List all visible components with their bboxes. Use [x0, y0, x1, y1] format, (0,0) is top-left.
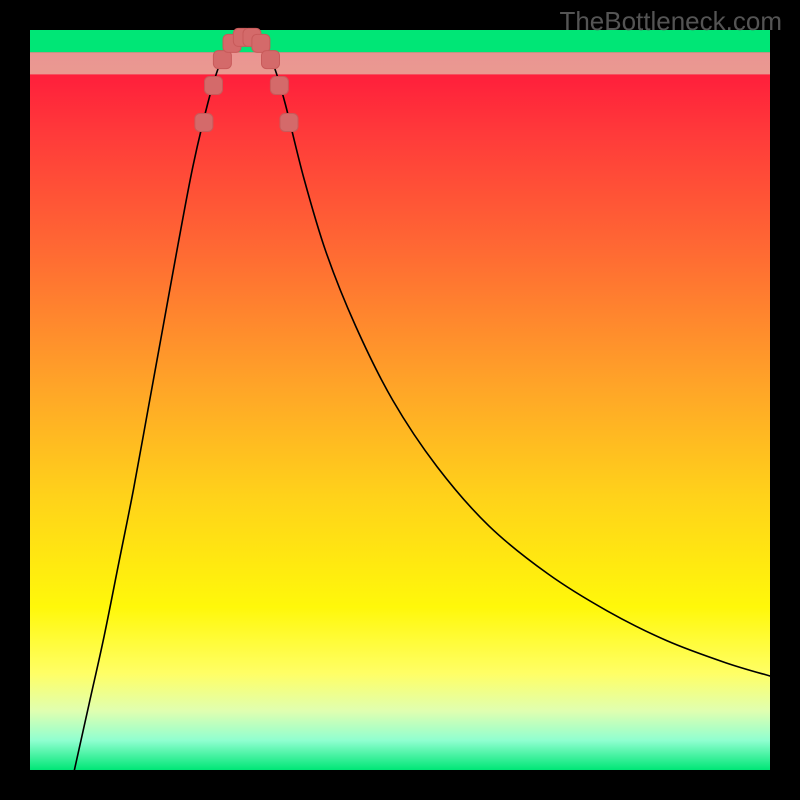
highlight-marker-6 [252, 34, 270, 52]
watermark-text: TheBottleneck.com [559, 6, 782, 37]
bottom-band-0 [30, 52, 770, 74]
highlight-marker-9 [280, 114, 298, 132]
highlight-marker-7 [262, 51, 280, 69]
chart-container: TheBottleneck.com [0, 0, 800, 800]
highlight-marker-1 [205, 77, 223, 95]
highlight-marker-8 [270, 77, 288, 95]
plot-background [30, 30, 770, 770]
highlight-marker-0 [195, 114, 213, 132]
highlight-marker-2 [213, 51, 231, 69]
bottleneck-chart [0, 0, 800, 800]
